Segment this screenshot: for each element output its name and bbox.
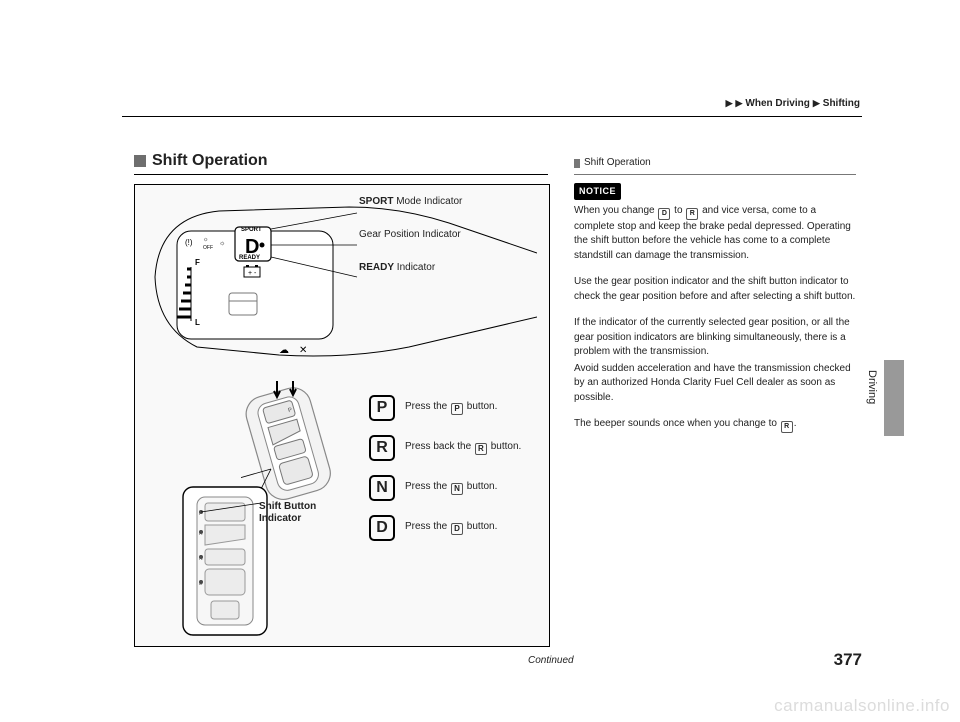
side-heading: Shift Operation bbox=[574, 156, 856, 175]
side-heading-text: Shift Operation bbox=[584, 156, 651, 171]
svg-text:☼: ☼ bbox=[219, 240, 225, 247]
svg-text:+ -: + - bbox=[248, 270, 257, 277]
inline-key-r: R bbox=[781, 421, 793, 433]
svg-text:L: L bbox=[195, 318, 200, 327]
callout-ready: READY Indicator bbox=[359, 261, 545, 274]
callouts: SPORT Mode Indicator Gear Position Indic… bbox=[359, 195, 545, 294]
svg-text:F: F bbox=[195, 258, 200, 267]
side-paragraph-3: If the indicator of the currently select… bbox=[574, 316, 856, 360]
inline-key-d: D bbox=[451, 523, 463, 535]
callout-sport: SPORT Mode Indicator bbox=[359, 195, 545, 208]
continued-label: Continued bbox=[528, 655, 574, 666]
breadcrumb-section: When Driving bbox=[745, 98, 809, 109]
section-title: Shift Operation bbox=[152, 152, 268, 170]
watermark: carmanualsonline.info bbox=[774, 696, 950, 716]
svg-text:N: N bbox=[199, 556, 203, 562]
main-figure: (!) ☼ OFF ☼ SPORT D READY + - F L ☁ ✕ SP… bbox=[134, 184, 550, 647]
side-paragraph-1: When you change D to R and vice versa, c… bbox=[574, 204, 856, 264]
breadcrumb-triangle-icon: ▶ bbox=[726, 98, 733, 109]
section-tab-label: Driving bbox=[866, 370, 878, 404]
svg-text:☁: ☁ bbox=[279, 345, 289, 356]
section-heading: Shift Operation bbox=[134, 152, 548, 175]
shift-key-r: R bbox=[369, 435, 395, 461]
shift-legend-row-d: D Press the D button. bbox=[369, 515, 521, 541]
shift-key-n: N bbox=[369, 475, 395, 501]
svg-text:R: R bbox=[199, 531, 203, 537]
section-tab bbox=[884, 360, 904, 436]
svg-text:READY: READY bbox=[239, 255, 260, 261]
shift-legend-row-p: P Press the P button. bbox=[369, 395, 521, 421]
svg-text:SPORT: SPORT bbox=[241, 227, 262, 233]
inline-key-n: N bbox=[451, 483, 463, 495]
header-rule bbox=[122, 116, 862, 117]
svg-text:D: D bbox=[199, 581, 203, 587]
side-paragraph-2: Use the gear position indicator and the … bbox=[574, 275, 856, 304]
svg-text:☼: ☼ bbox=[203, 237, 209, 243]
callout-gear: Gear Position Indicator bbox=[359, 228, 545, 241]
breadcrumb: ▶ ▶ When Driving ▶ Shifting bbox=[726, 98, 860, 109]
svg-text:OFF: OFF bbox=[203, 245, 213, 251]
shift-legend-row-r: R Press back the R button. bbox=[369, 435, 521, 461]
shift-indicator-label: Shift Button Indicator bbox=[259, 501, 329, 525]
inline-key-p: P bbox=[451, 403, 463, 415]
side-paragraph-5: The beeper sounds once when you change t… bbox=[574, 417, 856, 433]
breadcrumb-triangle-icon: ▶ bbox=[813, 98, 820, 109]
breadcrumb-triangle-icon: ▶ bbox=[735, 98, 742, 109]
section-square-icon bbox=[134, 155, 146, 167]
side-paragraph-4: Avoid sudden acceleration and have the t… bbox=[574, 362, 856, 406]
breadcrumb-subsection: Shifting bbox=[823, 98, 860, 109]
shift-key-p: P bbox=[369, 395, 395, 421]
side-heading-bar-icon bbox=[574, 159, 580, 168]
notice-label: NOTICE bbox=[574, 183, 621, 200]
page-number: 377 bbox=[834, 650, 862, 670]
svg-text:(!): (!) bbox=[185, 238, 193, 247]
shift-legend: P Press the P button. R Press back the R… bbox=[369, 395, 521, 555]
shift-key-d: D bbox=[369, 515, 395, 541]
shift-legend-row-n: N Press the N button. bbox=[369, 475, 521, 501]
side-column: Shift Operation NOTICE When you change D… bbox=[574, 156, 856, 445]
svg-text:✕: ✕ bbox=[299, 345, 307, 356]
inline-key-r: R bbox=[475, 443, 487, 455]
inline-key-d: D bbox=[658, 208, 670, 220]
inline-key-r: R bbox=[686, 208, 698, 220]
